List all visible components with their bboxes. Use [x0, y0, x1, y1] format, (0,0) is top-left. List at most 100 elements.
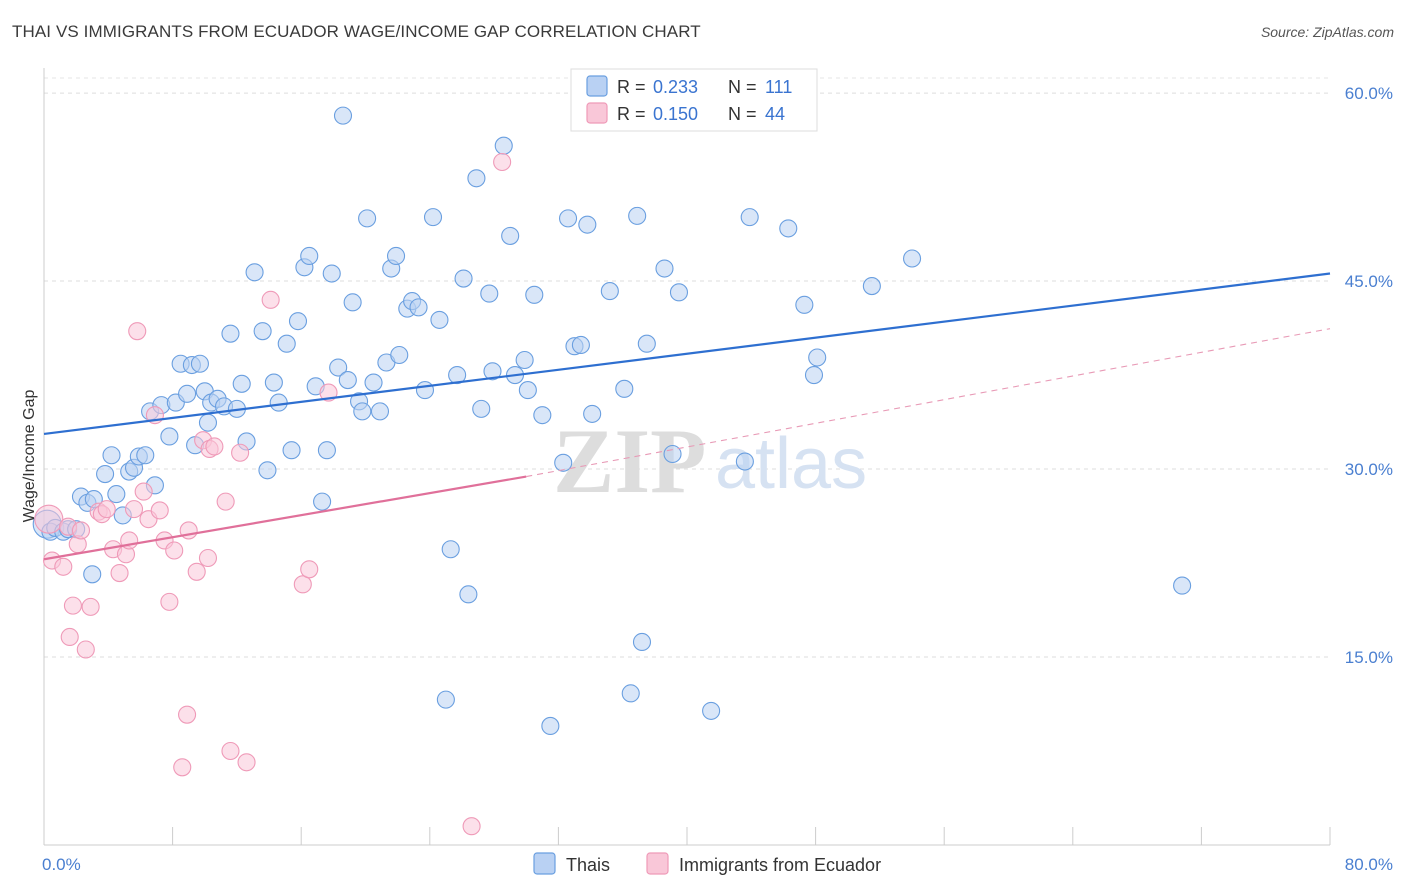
point-thais	[454, 269, 473, 288]
point-ecuador	[128, 322, 147, 341]
point-thais	[615, 379, 634, 398]
legend-swatch-thais	[586, 75, 608, 97]
point-thais	[277, 334, 296, 353]
point-thais	[583, 404, 602, 423]
axes	[43, 68, 1331, 846]
point-thais	[571, 335, 590, 355]
point-thais	[83, 565, 102, 584]
point-thais	[494, 136, 513, 155]
point-thais	[480, 284, 499, 303]
legend-box	[570, 68, 818, 132]
bottom-legend-swatch-ecuador	[646, 852, 669, 875]
chart-source: Source: ZipAtlas.com	[1260, 24, 1394, 40]
point-thais	[96, 464, 115, 484]
point-thais	[600, 282, 619, 301]
point-ecuador	[231, 443, 250, 462]
point-thais	[423, 208, 443, 227]
point-thais	[808, 348, 827, 367]
y-tick-label: 60.0%	[1345, 84, 1393, 103]
point-thais	[554, 453, 573, 472]
y-axis-title: Wage/Income Gap	[21, 390, 38, 523]
point-ecuador	[216, 492, 235, 511]
legend-r-label-thais: R =	[617, 77, 646, 97]
point-thais	[483, 362, 502, 381]
point-ecuador	[165, 541, 184, 560]
point-thais	[269, 393, 288, 412]
point-ecuador	[178, 705, 197, 724]
point-thais	[322, 264, 341, 283]
point-thais	[107, 485, 126, 504]
point-thais	[1173, 576, 1192, 595]
point-thais	[655, 259, 674, 278]
point-ecuador	[134, 482, 153, 501]
trend-lines	[43, 272, 1331, 561]
point-thais	[338, 371, 357, 390]
y-tick-label: 45.0%	[1345, 272, 1393, 291]
point-thais	[533, 406, 552, 425]
point-ecuador	[150, 501, 169, 520]
point-thais	[264, 373, 283, 392]
point-ecuador	[221, 741, 240, 761]
point-thais	[518, 381, 537, 400]
point-thais	[632, 632, 652, 652]
legend-n-value-thais: 111	[765, 77, 792, 97]
point-thais	[390, 345, 409, 365]
legend-bottom: Thais Immigrants from Ecuador	[533, 852, 881, 875]
point-ecuador	[54, 557, 73, 576]
point-thais	[221, 324, 240, 343]
point-thais	[386, 246, 406, 266]
point-ecuador	[261, 290, 280, 309]
bottom-legend-swatch-thais	[533, 852, 556, 875]
point-ecuador	[63, 596, 82, 615]
point-thais	[441, 540, 460, 559]
point-thais	[288, 312, 308, 331]
legend-n-label-ecuador: N =	[728, 104, 757, 124]
point-thais	[501, 226, 520, 245]
point-thais	[541, 716, 560, 735]
point-thais	[190, 354, 209, 373]
point-ecuador	[160, 592, 179, 611]
grid-lines	[44, 77, 1330, 658]
point-thais	[448, 365, 467, 385]
point-thais	[370, 402, 390, 421]
point-ecuador	[300, 560, 319, 579]
legend-n-value-ecuador: 44	[765, 104, 785, 124]
point-ecuador	[462, 817, 481, 836]
legend-r-value-thais: 0.233	[653, 77, 698, 97]
point-thais	[436, 690, 455, 709]
point-ecuador	[81, 597, 100, 616]
point-ecuador	[198, 548, 218, 568]
point-thais	[467, 169, 486, 188]
point-ecuador	[97, 500, 116, 519]
watermark-zip: ZIP	[553, 410, 706, 512]
point-thais	[735, 452, 754, 471]
point-ecuador	[76, 640, 95, 659]
point-thais	[740, 208, 759, 227]
series-ecuador-points	[34, 152, 512, 836]
point-thais	[637, 334, 656, 353]
point-thais	[258, 461, 277, 480]
legend-r-label-ecuador: R =	[617, 104, 646, 124]
point-thais	[804, 365, 824, 385]
point-ecuador	[110, 563, 129, 583]
point-thais	[178, 384, 197, 403]
bottom-legend-label-thais: Thais	[566, 855, 610, 875]
point-thais	[232, 374, 251, 393]
point-ecuador	[34, 504, 64, 534]
x-tick-label: 80.0%	[1345, 855, 1393, 874]
point-thais	[902, 249, 922, 268]
point-thais	[353, 402, 372, 421]
point-thais	[663, 444, 682, 464]
point-thais	[160, 427, 179, 446]
legend-r-value-ecuador: 0.150	[653, 104, 698, 124]
point-thais	[282, 441, 301, 460]
tick-labels: 15.0% 30.0% 45.0% 60.0% 0.0% 80.0%	[42, 84, 1393, 874]
point-ecuador	[205, 437, 224, 456]
point-thais	[578, 215, 597, 234]
point-thais	[409, 298, 428, 317]
point-thais	[628, 206, 647, 225]
point-thais	[525, 285, 544, 304]
legend-swatch-ecuador	[586, 102, 608, 124]
point-thais	[317, 441, 336, 460]
